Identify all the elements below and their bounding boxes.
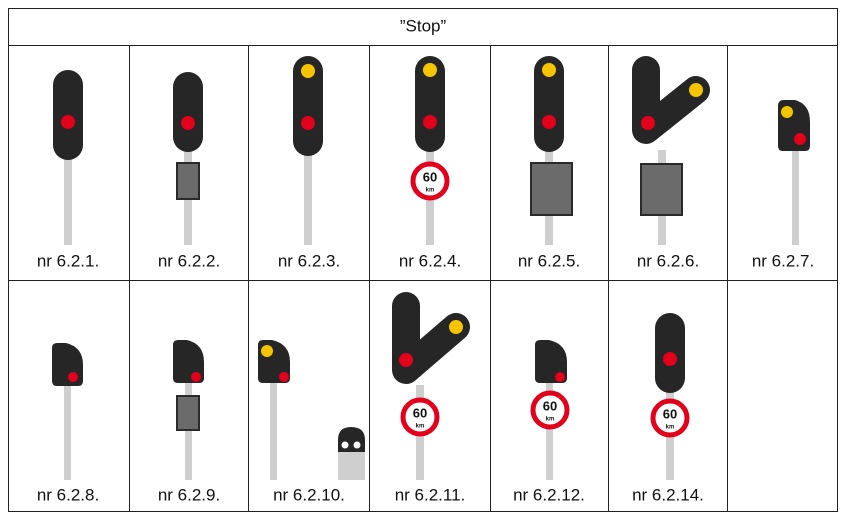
yellow-lamp [301, 64, 315, 78]
signal-6-2-10 [258, 340, 365, 480]
speed-ring [530, 390, 570, 430]
cell-label: nr 6.2.5. [518, 251, 580, 270]
cell-label: nr 6.2.11. [395, 485, 466, 504]
speed-unit: km [666, 425, 675, 431]
cell-label: nr 6.2.8. [37, 485, 99, 504]
cell-label: nr 6.2.14. [632, 485, 704, 504]
cell-label: nr 6.2.10. [273, 485, 345, 504]
plate [530, 162, 573, 216]
speed-ring [400, 397, 440, 437]
pole [546, 380, 553, 480]
yellow-lamp [542, 63, 556, 77]
cell-label: nr 6.2.2. [158, 251, 220, 270]
signal-head [293, 56, 323, 156]
shape [353, 441, 361, 449]
signal-head [778, 100, 810, 151]
yellow-lamp [449, 320, 463, 334]
cell-label: nr 6.2.4. [399, 251, 461, 270]
speed-sign: 60 [543, 398, 557, 413]
signal-6-2-7 [778, 100, 810, 245]
shape [392, 292, 470, 384]
red-lamp [641, 116, 655, 130]
signal-6-2-1 [53, 70, 83, 245]
signal-6-2-8 [52, 343, 83, 480]
cell-label: nr 6.2.3. [278, 251, 340, 270]
signal-head [52, 343, 83, 386]
table-grid [8, 8, 838, 512]
red-lamp [399, 353, 413, 367]
plate [176, 162, 200, 200]
cell-label: nr 6.2.12. [513, 485, 585, 504]
red-lamp [423, 115, 437, 129]
speed-sign: 60 [423, 169, 437, 184]
header-title: ”Stop” [400, 16, 447, 35]
pole [64, 380, 71, 480]
signal-6-2-6 [632, 56, 710, 245]
yellow-lamp [261, 345, 273, 357]
signal-6-2-5 [530, 56, 573, 245]
speed-ring [650, 398, 690, 438]
red-lamp [68, 372, 78, 382]
cell-label: nr 6.2.9. [158, 485, 220, 504]
red-lamp [191, 372, 201, 382]
speed-unit: km [426, 188, 435, 194]
plate [176, 395, 200, 431]
speed-unit: km [416, 424, 425, 430]
yellow-lamp [689, 83, 703, 97]
red-lamp [542, 115, 556, 129]
speed-sign: 60 [413, 405, 427, 420]
signal-head [173, 72, 203, 152]
red-lamp [663, 352, 677, 366]
red-lamp [301, 116, 315, 130]
signal-6-2-4: 60 km [410, 56, 450, 245]
speed-ring [410, 161, 450, 201]
red-lamp [555, 372, 565, 382]
plate [640, 163, 683, 216]
shape [341, 441, 349, 449]
red-lamp [794, 133, 806, 145]
red-lamp [181, 116, 195, 130]
pole [792, 145, 799, 245]
signal-head [534, 56, 564, 152]
yellow-lamp [781, 106, 793, 118]
cell-label: nr 6.2.1. [37, 251, 99, 270]
yellow-lamp [423, 63, 437, 77]
signal-6-2-9 [173, 340, 204, 480]
speed-unit: km [546, 417, 555, 423]
grid-line [8, 8, 838, 512]
signal-6-2-14: 60 km [650, 313, 690, 480]
shape [632, 56, 710, 144]
pole [304, 145, 312, 245]
signal-head [415, 56, 445, 152]
pole [338, 452, 365, 480]
signal-head [338, 427, 365, 452]
red-lamp [279, 372, 289, 382]
pole [64, 150, 72, 245]
pole [270, 380, 277, 480]
signal-6-2-2 [173, 72, 203, 245]
cell-label: nr 6.2.6. [637, 251, 699, 270]
signal-6-2-12: 60 km [530, 340, 570, 480]
speed-sign: 60 [663, 406, 677, 421]
signal-6-2-11: 60 km [392, 292, 470, 480]
cell-label: nr 6.2.7. [752, 251, 814, 270]
signal-6-2-3 [293, 56, 323, 245]
red-lamp [61, 115, 75, 129]
